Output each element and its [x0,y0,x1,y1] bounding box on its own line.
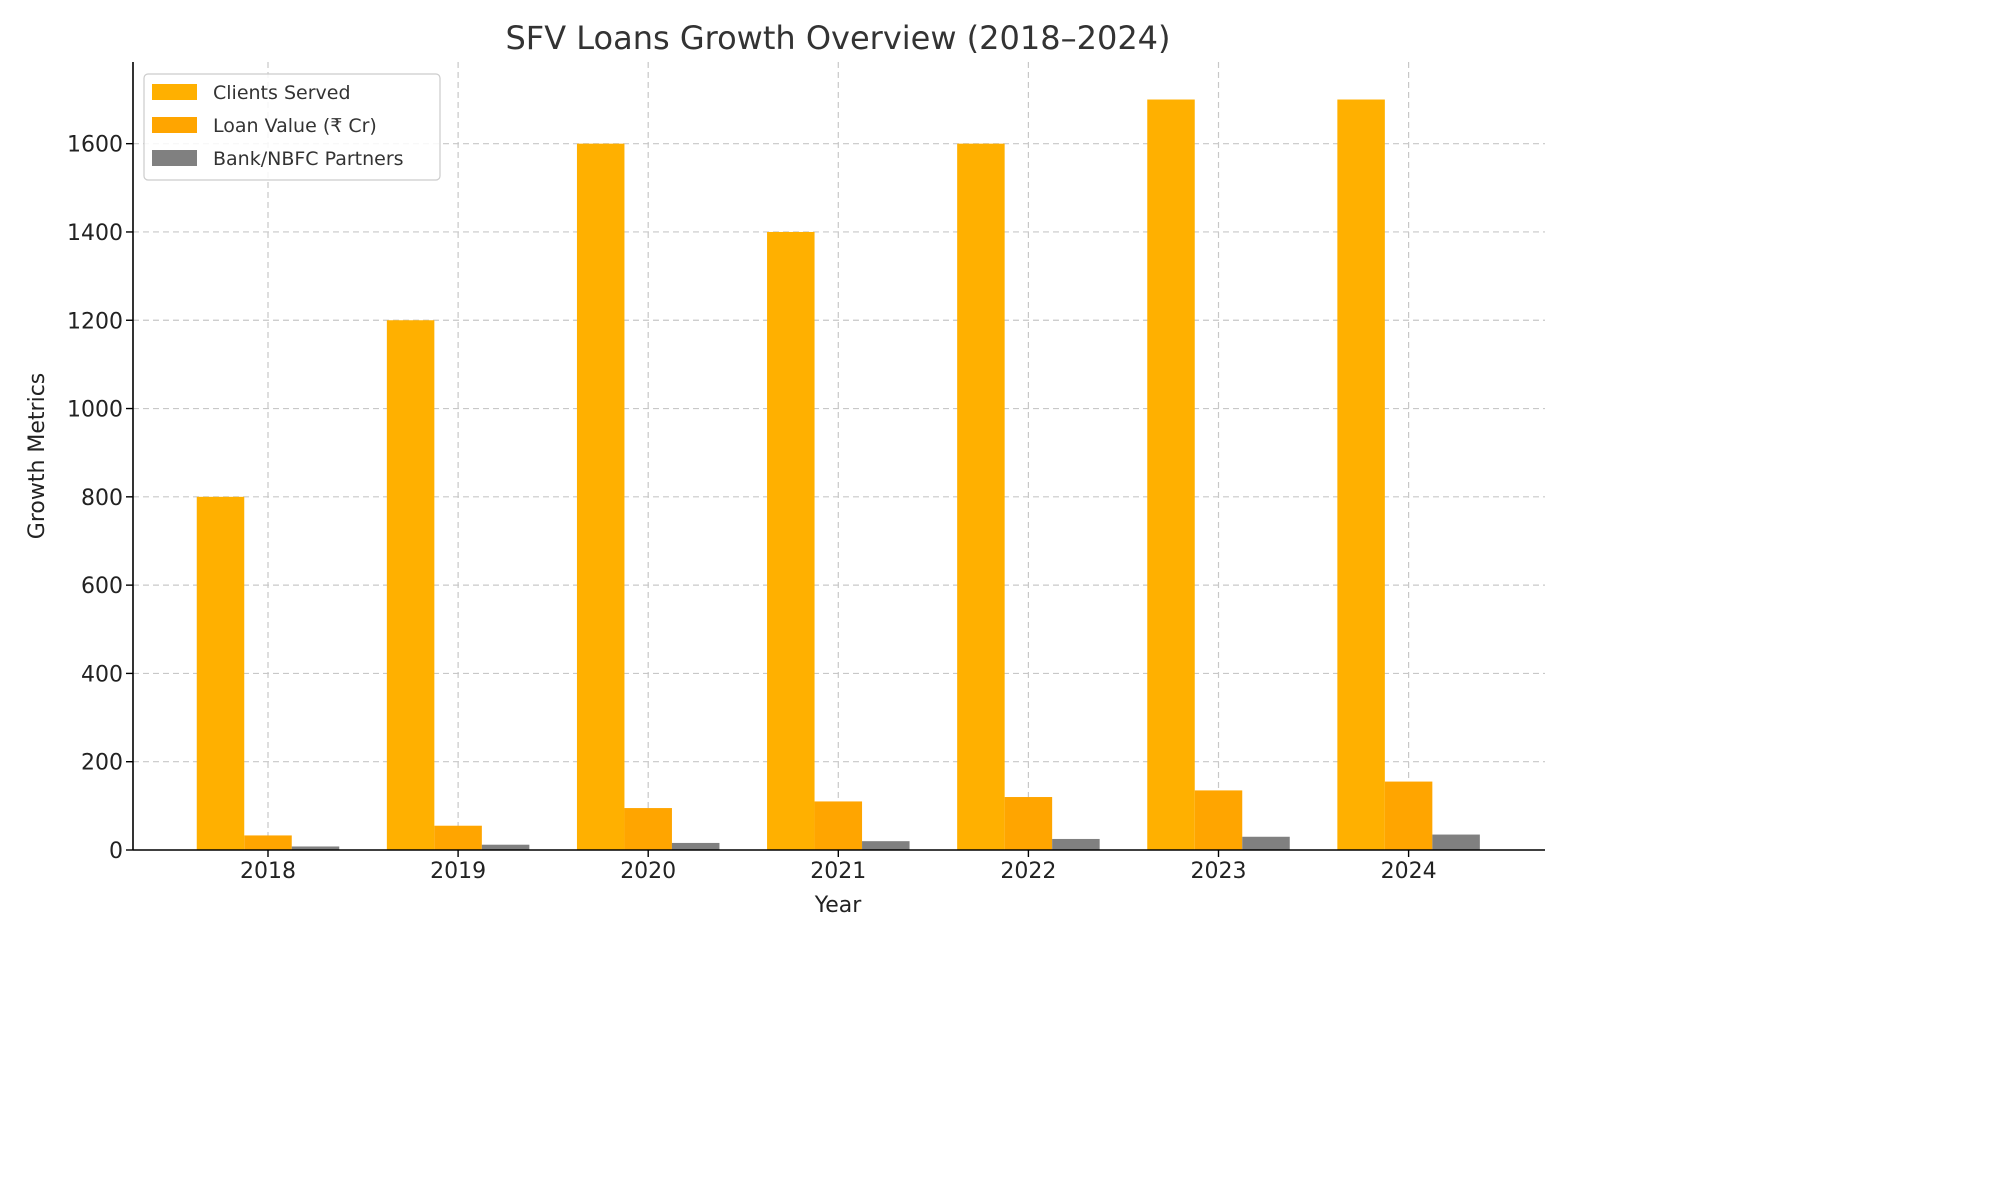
grid-lines [133,62,1545,850]
bar [481,844,530,850]
x-tick-label: 2022 [1000,859,1056,884]
x-axis-label: Year [814,893,863,918]
legend-label: Loan Value (₹ Cr) [213,115,377,137]
x-tick-label: 2023 [1191,859,1247,884]
x-tick-label: 2018 [240,859,296,884]
y-tick-label: 1600 [67,133,123,158]
bar [624,808,672,850]
legend-swatch [152,150,197,166]
chart-title: SFV Loans Growth Overview (2018–2024) [505,19,1170,57]
bar [434,825,482,850]
y-axis-label: Growth Metrics [25,373,50,539]
bar [814,801,863,850]
bar [1147,99,1195,851]
y-tick-label: 800 [81,486,123,511]
x-tick-label: 2020 [620,859,676,884]
bar [1432,834,1480,850]
legend-swatch [152,117,197,133]
y-tick-labels: 0 200 400 600 800 1000 1200 1400 1600 [67,133,133,864]
y-tick-label: 1200 [67,309,123,334]
x-tick-label: 2019 [430,859,486,884]
bar [1004,797,1053,850]
y-tick-label: 200 [81,751,123,776]
x-tick-label: 2024 [1381,859,1437,884]
y-tick-label: 400 [81,662,123,687]
bar [1194,790,1243,850]
legend: Clients Served Loan Value (₹ Cr) Bank/NBFC… [143,73,441,181]
bar [957,143,1005,851]
bar [1242,836,1290,850]
bar [671,842,720,850]
legend-label: Bank/NBFC Partners [213,148,404,170]
y-tick-label: 1000 [67,398,123,423]
x-tick-label: 2021 [810,859,866,884]
bar [244,835,292,850]
y-tick-label: 0 [109,839,123,864]
y-tick-label: 600 [81,574,123,599]
bar [386,320,435,851]
bar [1384,781,1433,850]
bar [196,496,245,850]
bar [1337,99,1385,851]
legend-box [143,73,441,181]
bar [291,846,340,850]
legend-label: Clients Served [213,82,351,104]
y-tick-label: 1400 [67,221,123,246]
x-tick-labels: 2018 2019 2020 2021 2022 2023 2024 [240,850,1437,884]
chart: SFV Loans Growth Overview (2018–2024) 0 2… [25,19,1545,918]
legend-swatch [152,84,197,100]
bar [767,231,815,850]
bar [862,841,910,850]
bars [196,99,1480,851]
bar [576,143,625,851]
bar [1052,838,1100,850]
